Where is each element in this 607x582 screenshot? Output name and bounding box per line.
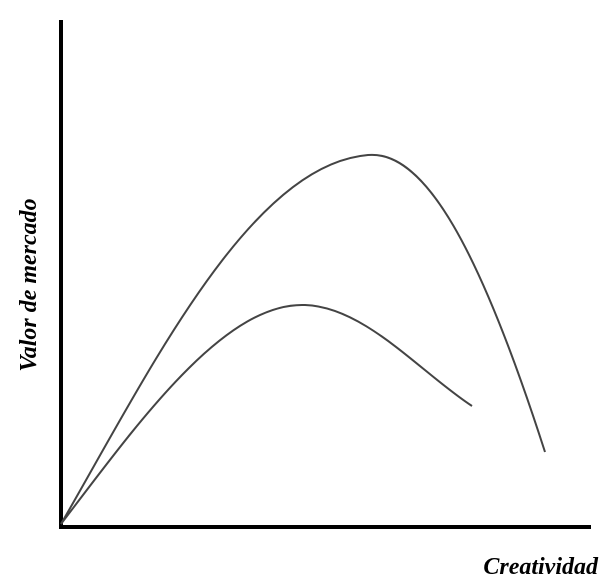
- upper-curve: [60, 153, 546, 525]
- lower-curve: [60, 303, 473, 525]
- y-axis-label: Valor de mercado: [16, 198, 42, 371]
- x-axis-label: Creatividad: [483, 554, 599, 580]
